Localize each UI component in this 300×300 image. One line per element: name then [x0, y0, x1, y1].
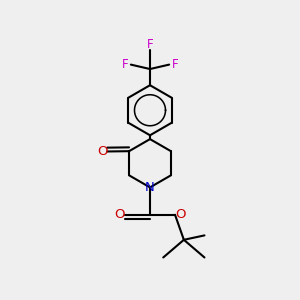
Text: O: O — [114, 208, 125, 221]
Text: O: O — [97, 145, 107, 158]
Text: F: F — [122, 58, 128, 71]
Text: F: F — [172, 58, 178, 71]
Text: N: N — [145, 181, 155, 194]
Text: F: F — [147, 38, 153, 51]
Text: O: O — [175, 208, 186, 221]
